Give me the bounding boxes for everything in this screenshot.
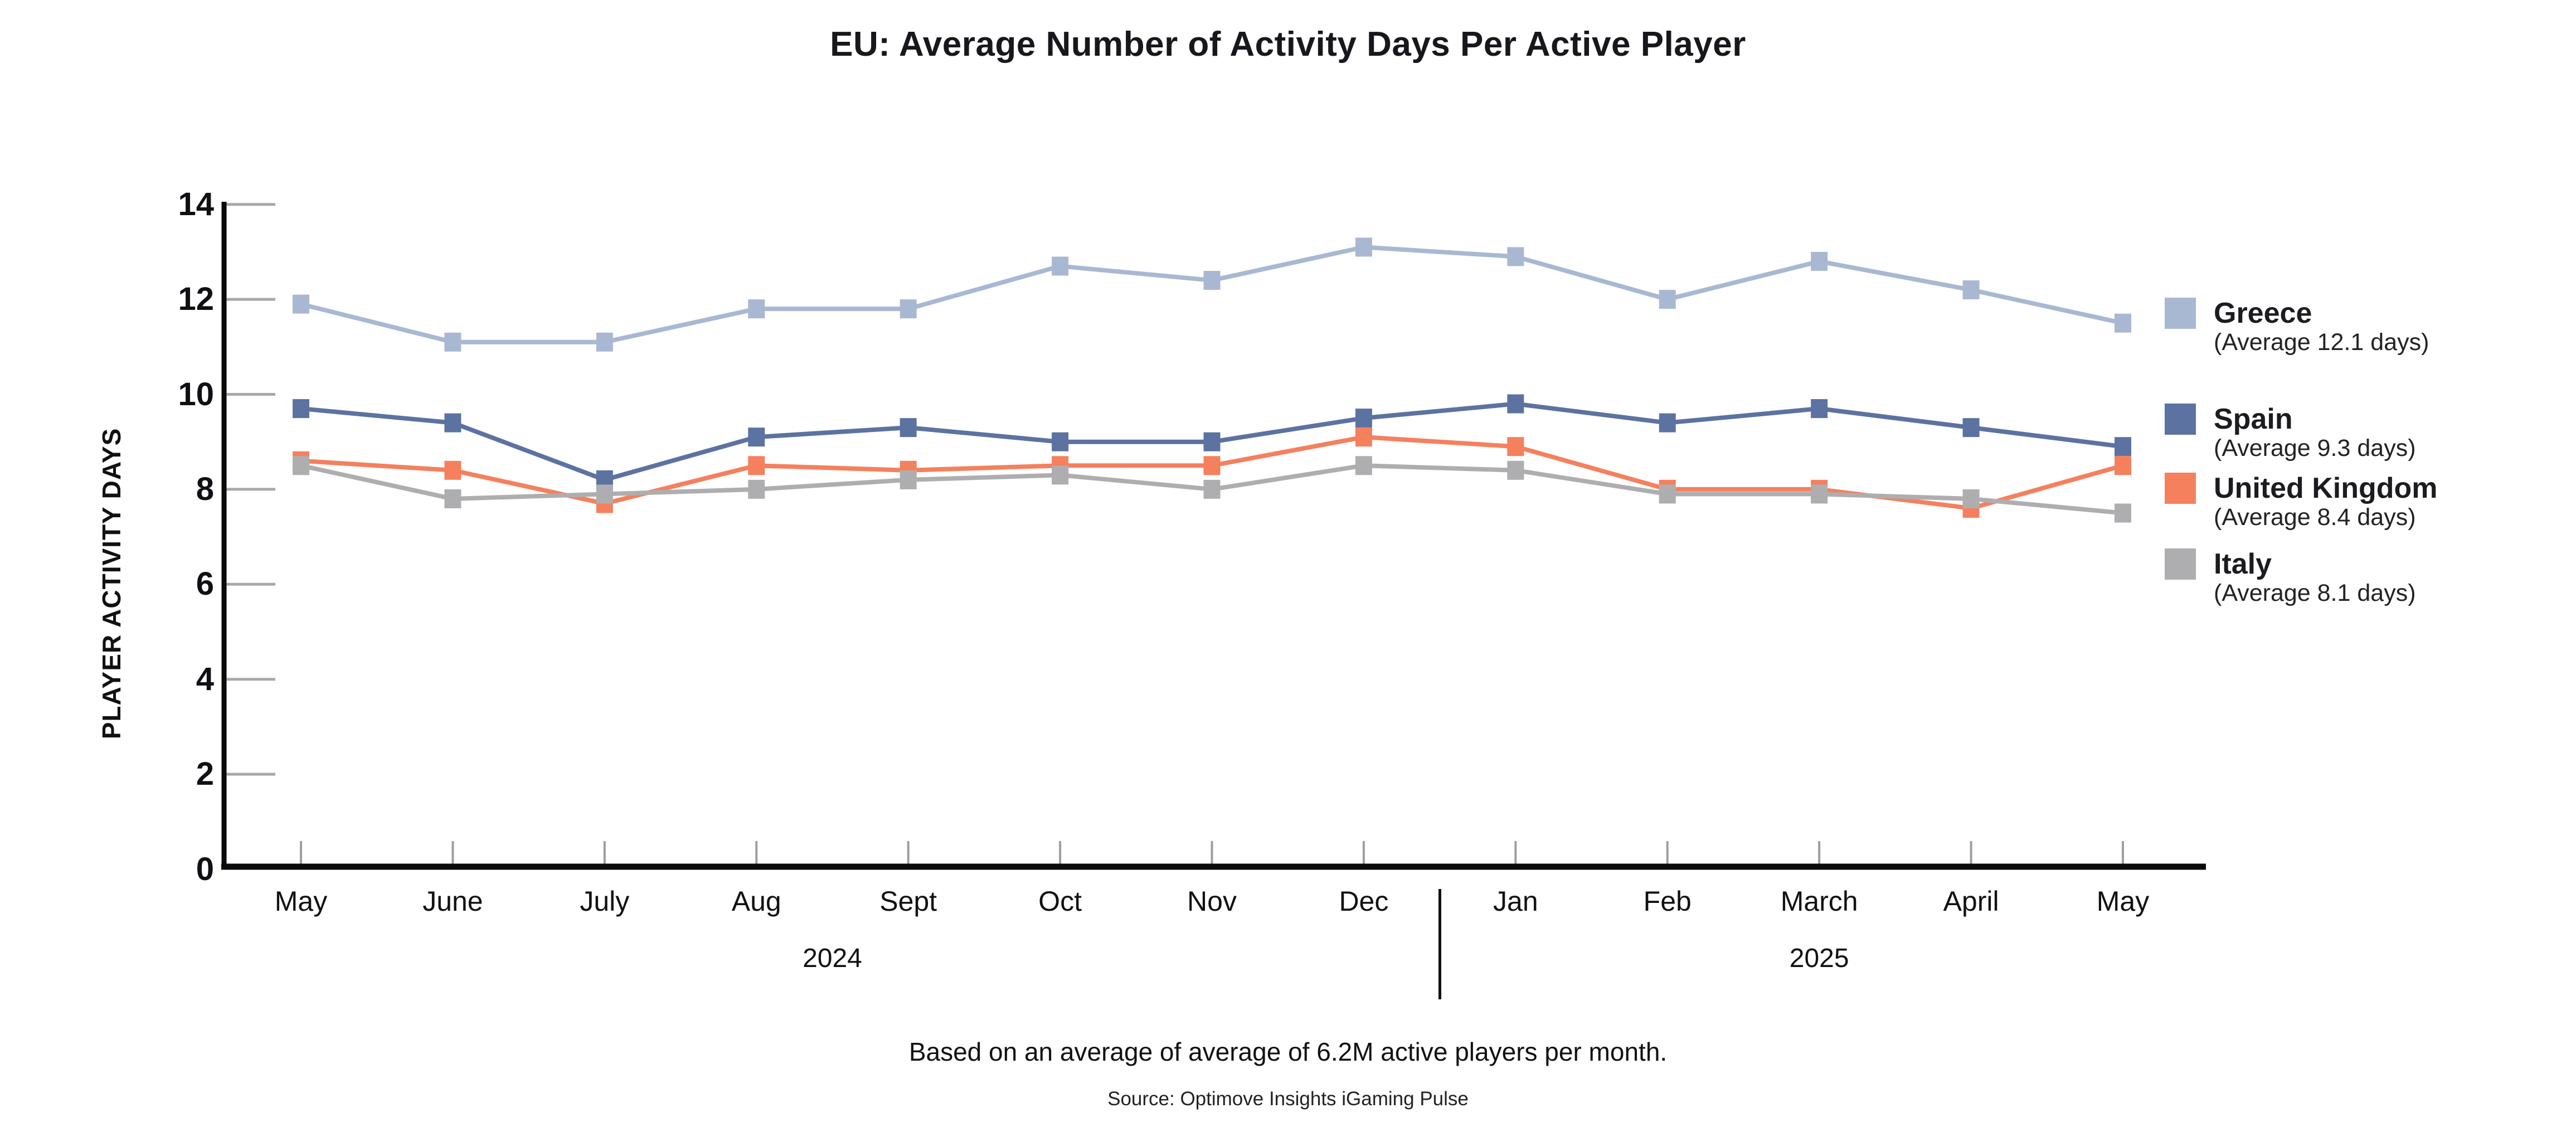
marker-spain-Jan — [1507, 394, 1524, 414]
marker-united-kingdom-May — [2115, 456, 2131, 475]
y-tick-label-0: 0 — [196, 851, 214, 887]
marker-italy-Nov — [1203, 479, 1221, 499]
legend-average: (Average 12.1 days) — [2214, 329, 2429, 356]
marker-greece-Nov — [1203, 271, 1221, 290]
marker-italy-Feb — [1659, 484, 1676, 504]
marker-greece-June — [444, 332, 461, 352]
marker-italy-May — [2115, 503, 2131, 523]
y-tick-label-14: 14 — [178, 186, 214, 222]
marker-united-kingdom-Aug — [748, 456, 765, 475]
legend-average: (Average 9.3 days) — [2214, 435, 2416, 461]
marker-greece-Oct — [1052, 256, 1069, 276]
marker-spain-Nov — [1203, 432, 1221, 451]
marker-greece-Feb — [1659, 290, 1676, 309]
year-divider-line — [1438, 889, 1442, 999]
legend-average: (Average 8.1 days) — [2214, 580, 2416, 606]
month-label-3: Aug — [731, 886, 781, 917]
marker-greece-Jan — [1507, 247, 1524, 266]
month-label-12: May — [2096, 886, 2150, 917]
month-label-6: Nov — [1187, 886, 1237, 917]
legend-name: Italy — [2214, 548, 2272, 580]
marker-italy-Dec — [1355, 456, 1372, 475]
month-label-5: Oct — [1038, 886, 1082, 917]
month-label-7: Dec — [1339, 886, 1389, 917]
marker-spain-Sept — [900, 418, 917, 438]
y-tick-label-4: 4 — [196, 660, 214, 697]
series-line-greece — [300, 245, 2123, 344]
marker-italy-Aug — [748, 479, 765, 499]
marker-greece-July — [596, 332, 613, 352]
year-label-2025: 2025 — [1789, 944, 1849, 973]
marker-italy-June — [444, 489, 461, 508]
legend-swatch-italy — [2165, 548, 2196, 580]
marker-spain-April — [1962, 418, 1980, 438]
legend-name: United Kingdom — [2214, 472, 2438, 504]
month-label-4: Sept — [879, 886, 937, 917]
marker-italy-Oct — [1052, 465, 1069, 485]
marker-spain-Feb — [1659, 413, 1676, 433]
legend-average: (Average 8.4 days) — [2214, 504, 2416, 531]
source-text: Source: Optimove Insights iGaming Pulse — [1107, 1088, 1469, 1110]
marker-italy-March — [1811, 484, 1828, 504]
marker-united-kingdom-Jan — [1507, 437, 1524, 456]
month-label-11: April — [1943, 886, 1999, 917]
marker-greece-May — [293, 294, 309, 314]
marker-greece-Sept — [900, 299, 917, 319]
month-label-1: June — [422, 886, 483, 917]
legend-swatch-spain — [2165, 404, 2196, 435]
marker-italy-April — [1962, 489, 1980, 508]
marker-italy-Sept — [900, 470, 917, 489]
y-tick-label-6: 6 — [196, 566, 214, 603]
legend-swatch-united-kingdom — [2165, 473, 2196, 504]
marker-spain-Aug — [748, 427, 765, 447]
marker-greece-Aug — [748, 299, 765, 319]
marker-greece-April — [1962, 280, 1980, 300]
month-label-0: May — [274, 886, 328, 917]
legend-swatch-greece — [2165, 298, 2196, 329]
month-label-10: March — [1780, 886, 1858, 917]
y-tick-label-10: 10 — [178, 376, 214, 412]
marker-united-kingdom-Nov — [1203, 456, 1221, 475]
marker-italy-July — [596, 484, 613, 504]
y-tick-label-12: 12 — [178, 281, 214, 318]
marker-greece-May — [2115, 313, 2131, 333]
legend-name: Spain — [2214, 403, 2293, 435]
marker-greece-March — [1811, 251, 1828, 271]
month-label-9: Feb — [1643, 886, 1692, 917]
y-tick-label-8: 8 — [196, 470, 214, 507]
chart-title: EU: Average Number of Activity Days Per … — [830, 25, 1746, 64]
marker-spain-May — [2115, 437, 2131, 456]
marker-italy-May — [293, 456, 309, 475]
month-label-8: Jan — [1493, 886, 1538, 917]
year-label-2024: 2024 — [803, 944, 862, 973]
legend-name: Greece — [2214, 297, 2312, 329]
marker-united-kingdom-Dec — [1355, 427, 1372, 447]
marker-spain-Dec — [1355, 409, 1372, 428]
footnote-text: Based on an average of average of 6.2M a… — [908, 1037, 1668, 1066]
marker-spain-May — [293, 399, 309, 419]
marker-italy-Jan — [1507, 460, 1524, 480]
marker-spain-March — [1811, 399, 1828, 419]
marker-greece-Dec — [1355, 237, 1372, 257]
y-tick-label-2: 2 — [196, 756, 214, 793]
marker-united-kingdom-June — [444, 460, 461, 480]
marker-spain-June — [444, 413, 461, 433]
marker-spain-Oct — [1052, 432, 1069, 451]
month-label-2: July — [580, 886, 630, 917]
